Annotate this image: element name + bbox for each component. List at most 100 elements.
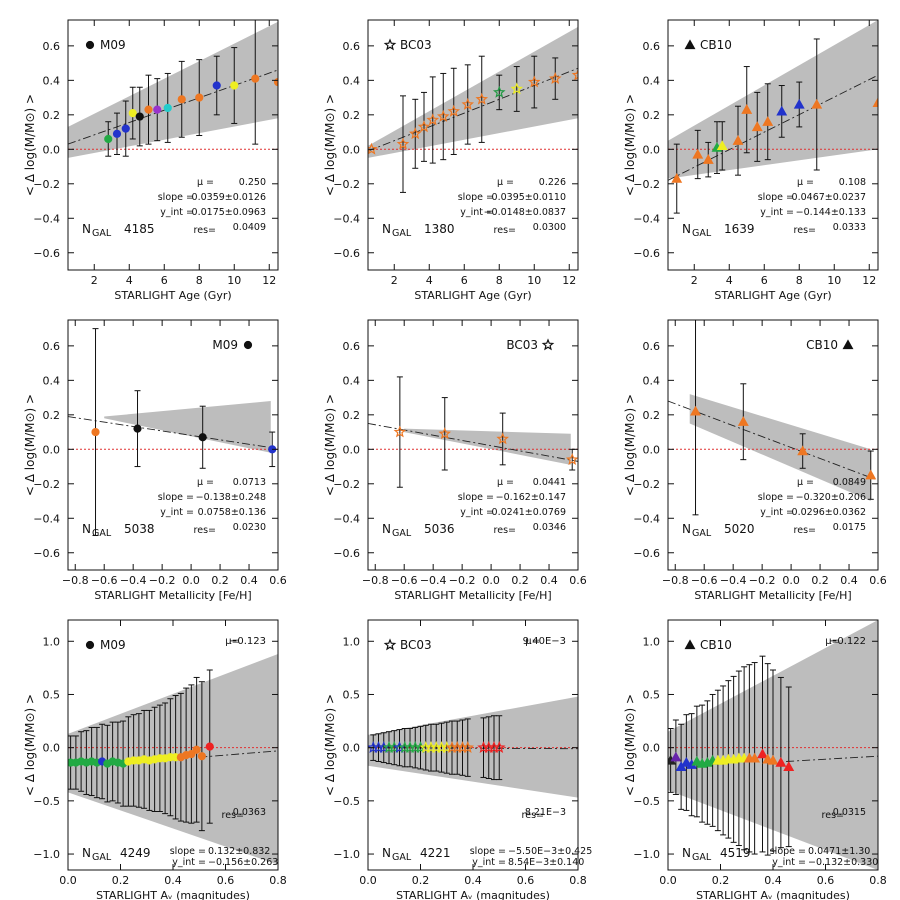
x-tick-label: 0.8 (869, 874, 887, 887)
slope-value: 0.0395±0.0110 (492, 192, 566, 203)
y-tick-label: −0.4 (33, 512, 60, 525)
x-tick-label: 0.2 (112, 874, 130, 887)
data-point (492, 741, 506, 754)
n-value: 1639 (724, 222, 755, 236)
legend-label: BC03 (400, 38, 432, 52)
data-point (737, 416, 749, 426)
x-axis-label: STARLIGHT Metallicity [Fe/H] (394, 589, 551, 602)
fit-line (786, 755, 878, 762)
y-axis-label: < Δ log(M/M⊙) > (23, 94, 37, 196)
data-point (195, 93, 204, 102)
legend-marker (842, 339, 854, 350)
x-tick-label: 0.0 (659, 874, 677, 887)
plot-frame (667, 319, 879, 571)
slope-label: slope = (170, 846, 206, 857)
fit-line (68, 416, 271, 449)
y-int-label: y_int = (460, 207, 494, 218)
y-tick-label: 0.0 (343, 742, 361, 755)
n-sub: GAL (392, 528, 412, 539)
x-tick-label: 0.6 (817, 874, 835, 887)
y-tick-label: −0.2 (33, 478, 60, 491)
data-point (144, 105, 153, 114)
y-tick-label: 0.4 (343, 74, 361, 87)
data-point (716, 140, 728, 151)
n-value: 5020 (724, 522, 755, 536)
plot-area (368, 696, 578, 798)
data-point (112, 129, 122, 138)
x-tick-label: 2 (91, 274, 98, 287)
n-value: 5038 (124, 522, 155, 536)
confidence-band (689, 394, 871, 502)
data-point (251, 74, 260, 83)
slope-label: slope = (758, 492, 794, 503)
data-point (187, 749, 196, 759)
plot-area (368, 376, 578, 488)
sigma-sub: res= (222, 810, 244, 821)
panel-9: 0.0 0.2 0.4 0.6 0.8 −1.0 −0.5 0.0 0.5 1.0 STARLIGH… (623, 619, 887, 900)
mu-value: −0.123 (229, 636, 266, 647)
y-tick-label: 0.0 (43, 443, 61, 456)
legend-label: M09 (100, 638, 126, 652)
data-point (408, 127, 422, 140)
slope-value: −0.138±0.248 (196, 492, 266, 503)
legend-marker (383, 38, 397, 51)
y-int-label: y_int = (472, 857, 506, 868)
legend-label: CB10 (806, 338, 838, 352)
x-axis-label: STARLIGHT Aᵥ (magnitudes) (396, 889, 550, 900)
plot-area (68, 328, 278, 537)
data-point (680, 756, 692, 767)
y-tick-label: 0.6 (43, 340, 61, 353)
plot-area (668, 20, 878, 214)
x-tick-label: −0.2 (749, 574, 776, 587)
fit-line (368, 423, 578, 462)
data-point (702, 154, 714, 164)
y-tick-label: −0.6 (333, 547, 360, 560)
y-tick-label: 0.4 (43, 74, 61, 87)
slope-label: slope = (458, 192, 494, 203)
x-tick-label: −0.8 (662, 574, 689, 587)
n-value: 1380 (424, 222, 455, 236)
y-tick-label: 0.0 (43, 143, 61, 156)
data-point (436, 109, 450, 122)
data-point (741, 104, 753, 114)
slope-value: −0.320±0.206 (796, 492, 866, 503)
x-tick-label: 0.8 (569, 874, 587, 887)
y-axis-label: < Δ log(M/M⊙) > (323, 394, 337, 496)
y-tick-label: 0.0 (643, 742, 661, 755)
confidence-band (668, 20, 878, 179)
y-tick-label: −1.0 (333, 848, 360, 861)
data-point (163, 103, 172, 113)
data-point (368, 142, 378, 155)
y-tick-label: −0.6 (633, 547, 660, 560)
y-tick-label: −0.6 (33, 247, 60, 260)
plot-area (668, 620, 878, 870)
x-axis-label: STARLIGHT Age (Gyr) (114, 289, 231, 302)
mu-value: 0.250 (239, 177, 266, 188)
n-label: N (682, 222, 691, 236)
y-tick-label: −0.2 (633, 178, 660, 191)
fit-line (668, 74, 878, 181)
n-label: N (382, 846, 391, 860)
sigma-value: 0.0300 (533, 222, 566, 233)
panel-6: −0.8 −0.6 −0.4 −0.2 0.0 0.2 0.4 0.6−0.6−0.4−0.2… (623, 319, 887, 602)
y-tick-label: −0.2 (33, 178, 60, 191)
legend-marker (541, 338, 555, 351)
data-point (177, 95, 186, 104)
slope-label: slope = (470, 846, 506, 857)
y-int-value: 0.0241±0.0769 (492, 507, 566, 518)
data-point (426, 113, 440, 126)
legend-label: M09 (212, 338, 238, 352)
x-tick-label: 0.0 (782, 574, 800, 587)
data-point (690, 405, 701, 416)
mu-value: 0.108 (839, 177, 866, 188)
data-point (461, 97, 475, 110)
y-tick-label: −0.5 (633, 795, 660, 808)
y-int-label: y_int = (760, 207, 794, 218)
panel-4: −0.8 −0.6 −0.4 −0.2 0.0 0.2 0.4 0.6−0.6−0.4−0.2… (23, 319, 287, 602)
confidence-band (68, 21, 278, 158)
y-int-value: 0.0296±0.0362 (792, 507, 866, 518)
data-point (548, 72, 562, 84)
x-tick-label: −0.4 (420, 574, 447, 587)
y-tick-label: 0.0 (643, 143, 661, 156)
y-int-label: y_int = (172, 857, 206, 868)
